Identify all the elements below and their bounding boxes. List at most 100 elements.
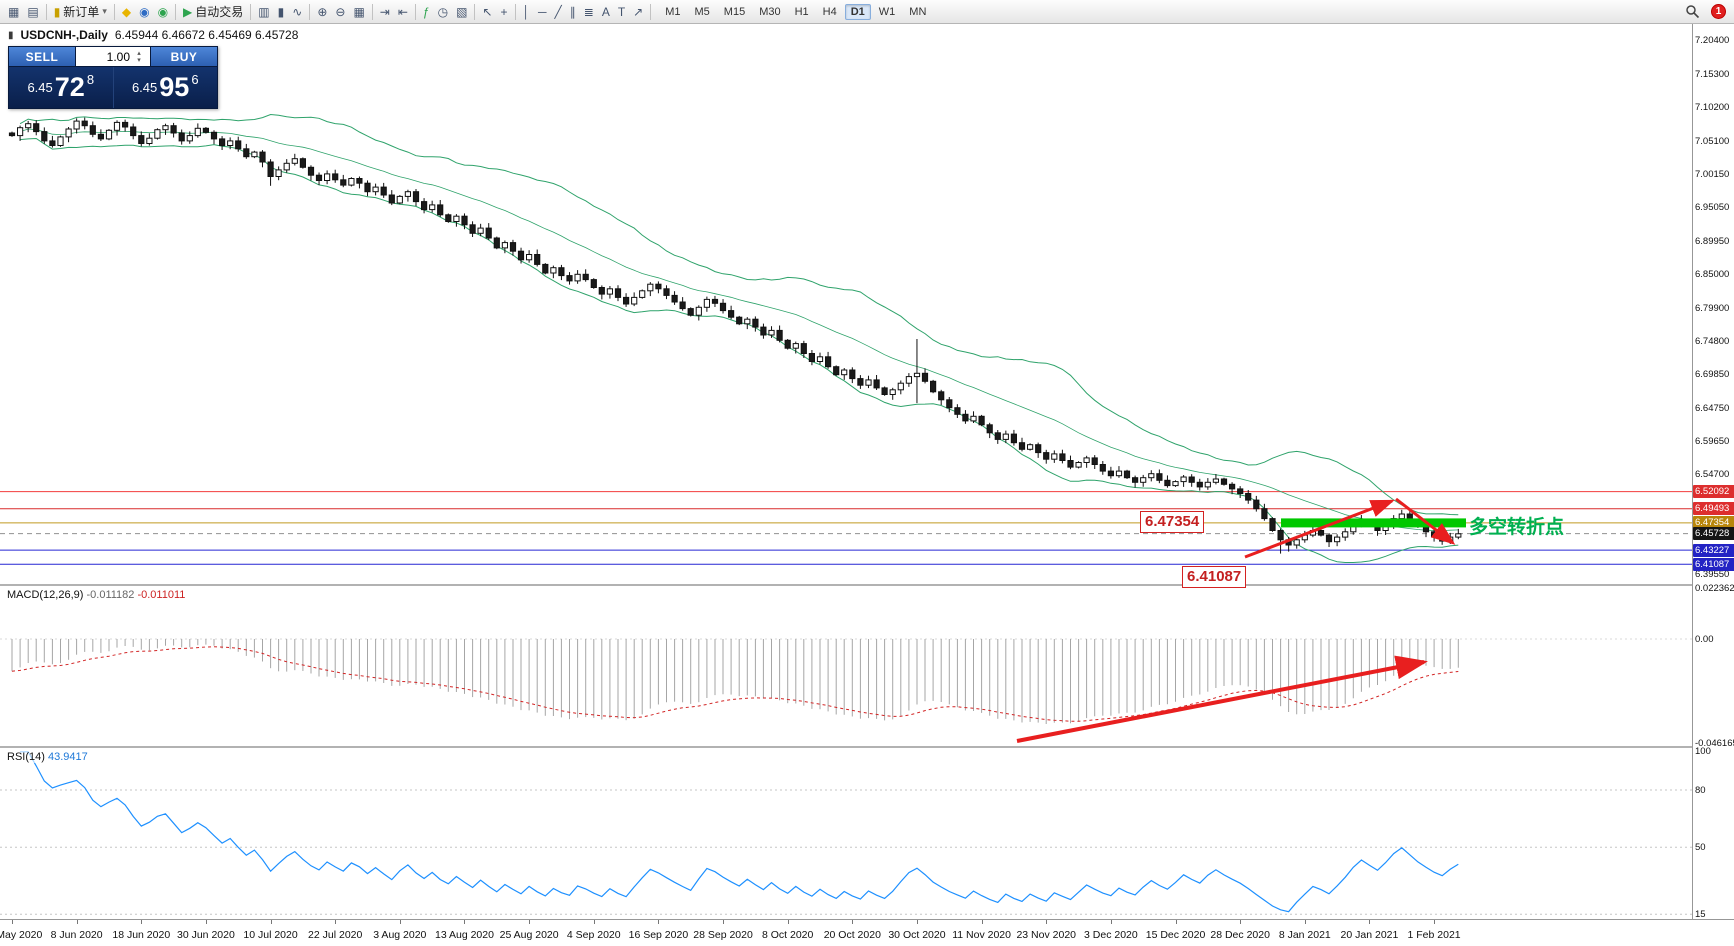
- rsi-pane[interactable]: [0, 748, 1692, 918]
- market-watch-button[interactable]: ◉: [135, 5, 153, 19]
- new-chart-icon: ▦: [8, 4, 20, 19]
- pane-separator-main-macd[interactable]: [0, 584, 1734, 586]
- spinner-up-icon[interactable]: ▴: [137, 49, 141, 57]
- fibonacci-icon: ≣: [583, 4, 594, 19]
- pane-separator-macd-rsi[interactable]: [0, 746, 1734, 748]
- periods-button[interactable]: ◷: [434, 5, 452, 19]
- fibonacci-button[interactable]: ≣: [580, 5, 598, 19]
- autotrading-button[interactable]: ▶ 自动交易: [179, 2, 247, 21]
- bollinger-middle: [19, 128, 1459, 532]
- price-axis[interactable]: 7.20400 7.15300 7.10200 7.05100 7.00150 6.950…: [1692, 24, 1734, 920]
- axis-tick: 6.69850: [1695, 368, 1730, 380]
- buy-price[interactable]: 6.45 95 6: [114, 67, 218, 108]
- toolbar-separator: [175, 3, 177, 20]
- axis-tick: 6.85000: [1695, 268, 1730, 280]
- sell-button[interactable]: SELL: [9, 47, 75, 66]
- date-label: 22 Jul 2020: [308, 929, 363, 941]
- indicators-button[interactable]: ƒ: [419, 5, 434, 19]
- spinner-down-icon[interactable]: ▾: [137, 56, 141, 64]
- timeframe-mn[interactable]: MN: [909, 5, 927, 18]
- channel-button[interactable]: ∥: [566, 5, 580, 19]
- auto-scroll-button[interactable]: ⇥: [376, 5, 394, 19]
- date-label: 30 Oct 2020: [888, 929, 946, 941]
- bar-chart-button[interactable]: ▥: [254, 5, 273, 19]
- macd-label: MACD(12,26,9) -0.011182 -0.011011: [5, 589, 188, 601]
- macd-pane[interactable]: [0, 586, 1692, 746]
- timeframe-m1[interactable]: M1: [665, 5, 681, 18]
- horizontal-line-button[interactable]: ─: [534, 5, 551, 19]
- indicators-icon: ƒ: [422, 4, 430, 19]
- candlestick-chart-icon: ▮: [277, 4, 285, 19]
- buy-button[interactable]: BUY: [151, 47, 217, 66]
- text-button[interactable]: A: [598, 5, 614, 19]
- timeframe-w1[interactable]: W1: [878, 5, 896, 18]
- date-label: 8 Oct 2020: [761, 929, 814, 941]
- date-label: 3 Aug 2020: [373, 929, 427, 941]
- line-chart-button[interactable]: ∿: [288, 5, 306, 19]
- label-button[interactable]: T: [614, 5, 629, 19]
- annotation-arrow: [1244, 499, 1395, 559]
- search-button[interactable]: [1681, 3, 1704, 20]
- timeframe-m30[interactable]: M30: [759, 5, 781, 18]
- community-icon: ◉: [157, 4, 169, 19]
- zoom-out-button[interactable]: ⊖: [331, 5, 349, 19]
- sell-price-small: 6.45: [27, 80, 53, 95]
- chart-shift-button[interactable]: ⇤: [394, 5, 412, 19]
- trendline-button[interactable]: ╱: [551, 5, 566, 19]
- macd-signal-value: -0.011011: [137, 589, 186, 601]
- timeframe-h1[interactable]: H1: [794, 5, 809, 18]
- date-label: 1 Feb 2021: [1407, 929, 1461, 941]
- time-tick: [593, 920, 595, 924]
- crosshair-button[interactable]: +: [496, 5, 511, 19]
- price-level-tag: 6.47354: [1693, 516, 1734, 530]
- date-label: 4 Sep 2020: [566, 929, 621, 941]
- vertical-line-button[interactable]: │: [519, 5, 535, 19]
- turning-point-label[interactable]: 多空转折点: [1469, 517, 1565, 538]
- axis-tick: 6.95050: [1695, 202, 1730, 214]
- resistance-price-tag[interactable]: 6.47354: [1140, 511, 1205, 533]
- price-chart[interactable]: [0, 24, 1692, 584]
- sell-price[interactable]: 6.45 72 8: [9, 67, 113, 108]
- templates-icon: ▧: [456, 4, 468, 19]
- axis-tick: 6.74800: [1695, 336, 1730, 348]
- rsi-line: [20, 751, 1459, 913]
- arrow-tool-button[interactable]: ↗: [629, 5, 647, 19]
- axis-tick: 15: [1695, 908, 1706, 920]
- axis-tick: 100: [1695, 746, 1711, 758]
- buy-price-small: 6.45: [131, 80, 158, 95]
- time-axis[interactable]: 27 May 2020 8 Jun 2020 18 Jun 2020 30 Jun 2…: [0, 919, 1734, 946]
- profiles-button[interactable]: ▤: [23, 5, 42, 19]
- community-button[interactable]: ◉: [154, 5, 172, 19]
- axis-tick: 6.59650: [1695, 436, 1730, 448]
- date-label: 27 May 2020: [0, 929, 43, 941]
- support-price-tag[interactable]: 6.41087: [1182, 566, 1247, 588]
- time-tick: [464, 920, 466, 924]
- new-chart-button[interactable]: ▦: [4, 5, 23, 19]
- toolbar-separator: [514, 3, 516, 20]
- volume-input[interactable]: [76, 49, 132, 64]
- date-label: 28 Sep 2020: [693, 929, 753, 941]
- timeframe-d1[interactable]: D1: [844, 3, 871, 20]
- metaeditor-button[interactable]: ◆: [118, 5, 135, 19]
- time-tick: [1304, 920, 1306, 924]
- timeframe-m15[interactable]: M15: [723, 5, 746, 18]
- notification-badge[interactable]: 1: [1711, 4, 1726, 19]
- date-label: 20 Jan 2021: [1340, 929, 1399, 941]
- cursor-button[interactable]: ↖: [478, 5, 496, 19]
- price-divider: [112, 67, 114, 108]
- time-tick: [141, 920, 143, 924]
- new-order-button[interactable]: ▮ 新订单 ▾: [50, 2, 111, 21]
- timeframe-m5[interactable]: M5: [694, 5, 710, 18]
- zoom-in-button[interactable]: ⊕: [313, 5, 331, 19]
- bollinger-upper: [19, 113, 1459, 516]
- candlestick-chart-button[interactable]: ▮: [274, 5, 289, 19]
- toolbar-separator: [113, 3, 115, 20]
- volume-spinner[interactable]: ▴ ▾: [132, 50, 146, 64]
- bar-chart-icon: ▥: [258, 4, 270, 19]
- templates-button[interactable]: ▧: [452, 5, 471, 19]
- timeframe-h4[interactable]: H4: [822, 5, 837, 18]
- tile-windows-button[interactable]: ▦: [349, 5, 368, 19]
- axis-tick: 7.05100: [1695, 136, 1730, 147]
- time-tick: [76, 920, 78, 924]
